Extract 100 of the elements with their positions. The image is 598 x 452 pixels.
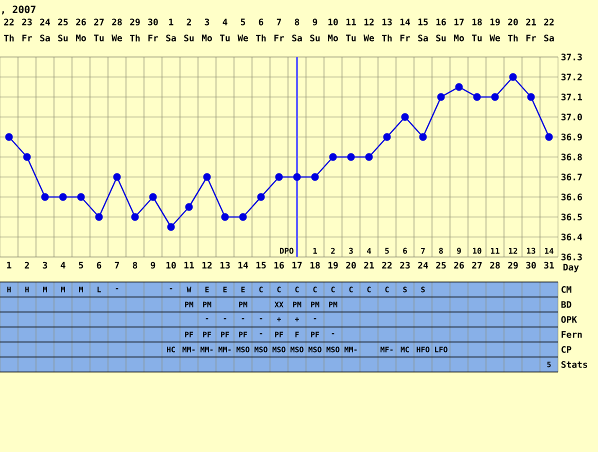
category-label: CM — [562, 286, 572, 293]
text: 18 — [472, 18, 482, 26]
text: 19 — [490, 18, 500, 26]
point — [203, 173, 211, 181]
text: 27 — [94, 18, 104, 26]
x-tick-label: 24 — [418, 262, 428, 269]
y-tick-label: 36.8 — [561, 154, 582, 160]
y-tick-label: 36.6 — [561, 194, 582, 200]
point — [383, 133, 391, 141]
text: Fr — [148, 34, 158, 42]
x-tick-label: 13 — [220, 262, 230, 269]
x-tick-label: 12 — [202, 262, 212, 269]
x-tick-label: 27 — [472, 262, 482, 269]
point — [509, 73, 517, 81]
text: 1 — [169, 18, 174, 26]
x-tick-label: 22 — [382, 262, 392, 269]
x-tick-label: 23 — [400, 262, 410, 269]
text: 11 — [346, 18, 356, 26]
point — [257, 193, 265, 201]
text: Fr — [274, 34, 284, 42]
category-label: CP — [562, 346, 572, 353]
point — [221, 213, 229, 221]
text: Th — [256, 34, 266, 42]
x-tick-label: 2 — [24, 262, 29, 269]
text: 22 — [4, 18, 14, 26]
x-tick-label: 14 — [238, 262, 248, 268]
x-tick-label: 19 — [328, 262, 338, 269]
y-tick-label: 36.5 — [561, 214, 582, 220]
text: Tu — [472, 34, 482, 42]
x-tick-label: 6 — [96, 262, 102, 269]
point — [455, 83, 463, 91]
point — [131, 213, 139, 221]
text: Mo — [76, 34, 86, 42]
x-tick-label: 15 — [256, 262, 266, 269]
x-tick-label: 5 — [78, 262, 84, 269]
text: 7 — [276, 18, 282, 26]
point — [365, 153, 373, 161]
point — [293, 173, 301, 181]
text: 14 — [400, 18, 410, 26]
point — [491, 93, 499, 101]
x-tick-label: 7 — [114, 262, 120, 268]
text: Th — [130, 34, 140, 42]
text: 2 — [186, 18, 191, 26]
y-tick-label: 37.1 — [561, 94, 582, 100]
x-tick-label: 10 — [166, 262, 176, 269]
point — [59, 193, 67, 201]
x-tick-label: 21 — [364, 262, 374, 269]
text: 16 — [436, 18, 446, 26]
point — [239, 213, 247, 221]
point — [113, 173, 121, 181]
category-label: OPK — [561, 316, 578, 323]
text: 20 — [508, 18, 518, 26]
text: 29 — [130, 18, 140, 26]
point — [527, 93, 535, 101]
x-tick-label: 28 — [490, 262, 500, 269]
y-tick-label: 37.3 — [561, 54, 582, 60]
text: Tu — [94, 34, 104, 42]
text: Sa — [418, 34, 428, 42]
text: Sa — [166, 34, 176, 42]
text: Fr — [526, 34, 536, 42]
category-label: BD — [561, 301, 572, 308]
text: Th — [4, 34, 14, 42]
point — [347, 153, 355, 161]
text: 30 — [148, 18, 158, 26]
x-tick-label: 8 — [132, 262, 138, 269]
y-tick-label: 36.3 — [561, 254, 582, 260]
text: 26 — [76, 18, 86, 26]
point — [311, 173, 319, 181]
text: 21 — [526, 18, 536, 26]
y-tick-label: 36.9 — [561, 134, 582, 140]
point — [149, 193, 157, 201]
y-tick-label: 37.2 — [561, 74, 582, 80]
y-tick-label: 36.4 — [561, 234, 582, 240]
text: Mo — [328, 34, 338, 42]
text: We — [112, 34, 122, 42]
point — [545, 133, 553, 141]
text: Th — [508, 34, 518, 42]
text: 10 — [328, 18, 338, 26]
text: 8 — [294, 18, 300, 26]
text: 15 — [418, 18, 428, 26]
category-label: Stats — [561, 361, 588, 368]
point — [5, 133, 13, 141]
x-tick-label: 18 — [310, 262, 320, 269]
point — [437, 93, 445, 101]
x-tick-label: 3 — [42, 262, 48, 269]
text: Fr — [22, 34, 32, 42]
point — [275, 173, 283, 181]
text: Sa — [292, 34, 302, 42]
x-tick-label: 30 — [526, 262, 536, 269]
text: Fr — [400, 34, 410, 42]
text: We — [238, 34, 248, 42]
x-tick-label: 11 — [184, 262, 194, 268]
point — [167, 223, 175, 231]
text: Su — [58, 34, 68, 42]
point — [185, 203, 193, 211]
text: 9 — [312, 18, 318, 26]
text: Mo — [454, 34, 464, 42]
x-tick-label: 17 — [292, 262, 302, 268]
text: Th — [382, 34, 392, 42]
text: 22 — [544, 18, 554, 26]
